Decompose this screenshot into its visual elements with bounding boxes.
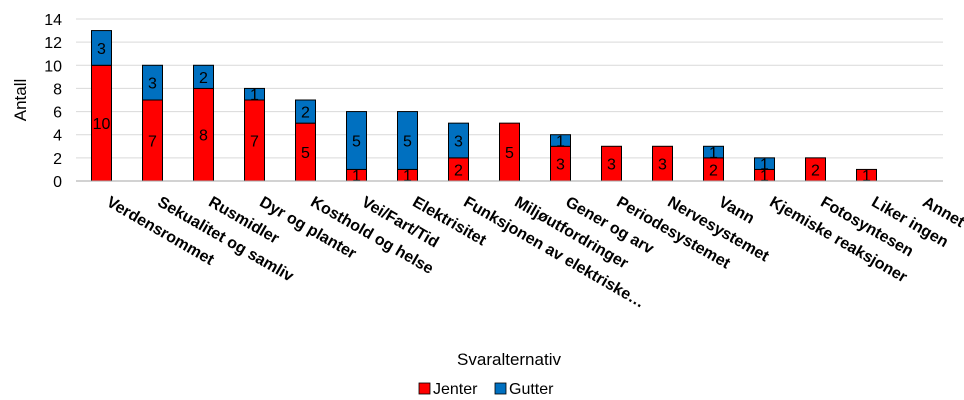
y-tick-labels: 0 2 4 6 8 10 12 14 [44, 12, 62, 191]
legend-label-gutter: Gutter [509, 381, 554, 398]
data-label-jenter-13: 1 [760, 168, 769, 185]
data-label-gutter-0: 3 [97, 41, 106, 58]
data-label-jenter-8: 5 [505, 145, 514, 162]
y-tick-label: 0 [53, 174, 62, 191]
bar-gutter-6 [397, 111, 418, 170]
bar-gutter-3 [244, 87, 265, 101]
data-label-jenter-6: 1 [403, 168, 412, 185]
legend-swatch-gutter [494, 382, 507, 395]
data-label-jenter-10: 3 [607, 157, 616, 174]
bar-gutter-2 [193, 64, 214, 89]
y-tick-label: 10 [44, 58, 62, 75]
y-tick-label: 12 [44, 35, 62, 52]
y-tick-label: 6 [53, 105, 62, 122]
data-label-jenter-4: 5 [301, 145, 310, 162]
data-label-gutter-5: 5 [352, 134, 361, 151]
y-tick-label: 4 [53, 128, 62, 145]
bar-gutter-9 [550, 134, 571, 147]
bar-gutter-7 [448, 122, 469, 159]
legend-swatch-jenter [418, 382, 431, 395]
data-label-gutter-13: 1 [760, 157, 769, 174]
y-tick-label: 14 [44, 12, 62, 29]
data-label-jenter-0: 10 [93, 116, 111, 133]
data-label-jenter-7: 2 [454, 162, 463, 179]
data-label-jenter-14: 2 [811, 162, 820, 179]
data-label-gutter-6: 5 [403, 134, 412, 151]
data-label-jenter-3: 7 [250, 134, 259, 151]
data-label-gutter-3: 1 [250, 87, 259, 104]
bar-gutter-0 [91, 30, 112, 66]
bar-gutter-13 [754, 157, 775, 170]
data-label-gutter-1: 3 [148, 76, 157, 93]
data-label-gutter-12: 1 [709, 145, 718, 162]
y-tick-label: 8 [53, 81, 62, 98]
legend-label-jenter: Jenter [433, 381, 478, 398]
y-tick-label: 2 [53, 151, 62, 168]
bar-gutter-1 [142, 64, 163, 101]
y-axis-title: Antall [11, 79, 30, 122]
bar-gutter-4 [295, 99, 316, 124]
data-label-jenter-15: 1 [862, 168, 871, 185]
data-label-gutter-7: 3 [454, 134, 463, 151]
legend: Jenter Gutter [418, 381, 554, 398]
data-label-jenter-11: 3 [658, 157, 667, 174]
data-label-jenter-1: 7 [148, 134, 157, 151]
bar-gutter-5 [346, 111, 367, 170]
gridlines [76, 18, 943, 159]
bar-gutter-12 [703, 145, 724, 159]
data-label-jenter-12: 2 [709, 162, 718, 179]
data-label-gutter-2: 2 [199, 70, 208, 87]
data-label-gutter-9: 1 [556, 134, 565, 151]
data-label-jenter-2: 8 [199, 128, 208, 145]
x-axis-title: Svaralternativ [457, 350, 561, 369]
data-label-gutter-4: 2 [301, 105, 310, 122]
data-label-jenter-9: 3 [556, 157, 565, 174]
data-label-jenter-5: 1 [352, 168, 361, 185]
